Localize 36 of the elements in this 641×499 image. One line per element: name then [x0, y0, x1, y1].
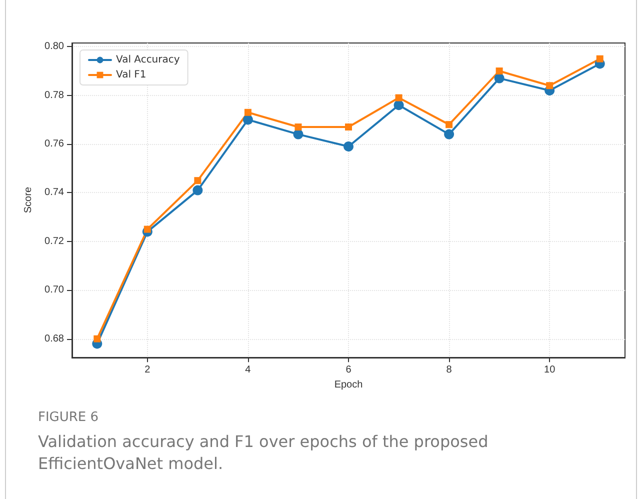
- point: [394, 100, 404, 110]
- x-tick-label: 10: [544, 364, 556, 376]
- point: [395, 94, 402, 102]
- y-tick-label: 0.80: [44, 41, 64, 52]
- text: Validation accuracy and F1 over epochs of the proposed EfficientOvaNet model.: [38, 431, 490, 475]
- point: [144, 226, 151, 233]
- point: [345, 124, 352, 131]
- x-axis-title: Epoch: [334, 380, 363, 390]
- y-tick-label: 0.70: [44, 284, 64, 296]
- point: [192, 185, 203, 196]
- legend-label: Val F1: [116, 70, 146, 80]
- x-tick-label: 4: [245, 364, 252, 376]
- y-tick-label: 0.74: [44, 187, 64, 198]
- point: [446, 121, 453, 128]
- x-tick-label: 6: [346, 364, 352, 376]
- point: [94, 335, 101, 342]
- y-axis-title: Score: [23, 186, 34, 214]
- point: [596, 55, 604, 62]
- y-tick-label: 0.78: [44, 90, 64, 101]
- point: [244, 108, 252, 116]
- legend-label: Val Accuracy: [116, 54, 180, 66]
- x-tick-label: 8: [446, 364, 452, 376]
- point: [242, 114, 253, 125]
- point: [294, 124, 302, 131]
- y-tick-label: 0.68: [44, 333, 64, 344]
- point: [494, 73, 504, 84]
- point: [496, 68, 503, 74]
- point: [194, 177, 202, 184]
- y-tick-label: 0.72: [44, 236, 64, 247]
- point: [293, 129, 304, 140]
- point: [546, 82, 554, 90]
- caption: FIGURE 6: [38, 410, 100, 425]
- point: [444, 129, 454, 140]
- point: [344, 141, 354, 152]
- x-tick-label: 2: [144, 364, 151, 376]
- y-tick-label: 0.76: [44, 138, 64, 150]
